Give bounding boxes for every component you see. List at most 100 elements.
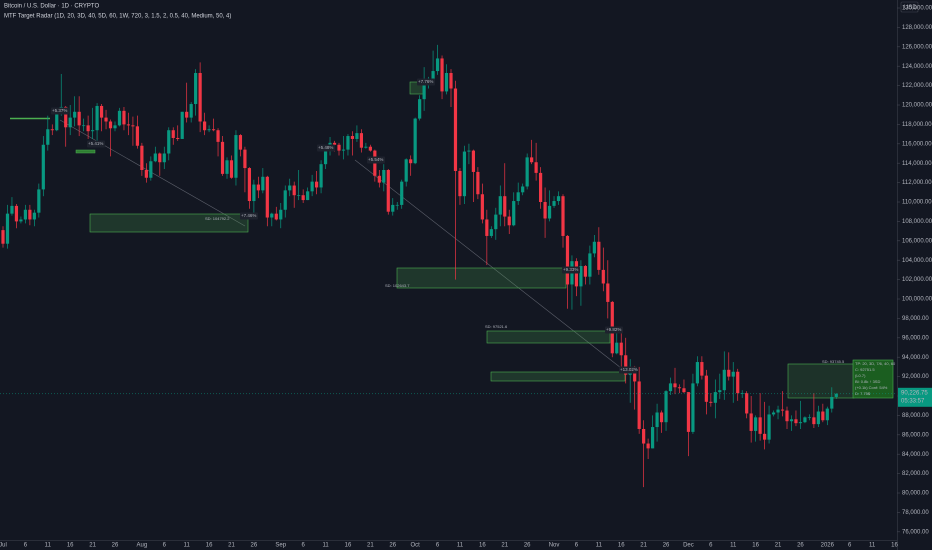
panel-line: Bl: 0.8k ↑ 3SD (855, 379, 880, 384)
candle-body (288, 185, 292, 191)
candle-body (108, 121, 113, 129)
candle-body (767, 414, 771, 440)
annotation: +5.41% (88, 141, 103, 146)
candle-body (821, 411, 825, 421)
y-tick-label: 86,000.00 (902, 432, 929, 438)
annotation: +7.76% (418, 79, 433, 84)
overlays (10, 81, 894, 399)
candle-body (382, 169, 386, 183)
candle-body (395, 204, 399, 206)
candle-body (534, 162, 538, 173)
candle-body (162, 153, 166, 163)
candle-body (516, 192, 520, 202)
candle-body (41, 144, 45, 190)
candle-body (243, 149, 247, 169)
candle-body (579, 266, 583, 287)
candle-body (431, 71, 435, 82)
indicator-title: MTF Target Radar (1D, 20, 3D, 40, 5D, 60… (4, 14, 231, 20)
candle-body (816, 411, 820, 425)
panel-line: (+0.1k) Conf: 54% (855, 385, 888, 390)
x-tick-label: 26 (389, 543, 396, 549)
candle-body (480, 194, 484, 220)
x-tick-label: 11 (730, 543, 737, 549)
annotation-box (87, 140, 105, 148)
candle-body (55, 113, 59, 131)
candle-body (453, 88, 458, 171)
candle-body (413, 118, 417, 164)
x-tick-label: 16 (206, 543, 213, 549)
candle-body (77, 111, 81, 126)
x-tick-label: 6 (436, 543, 440, 549)
annotation-box (417, 78, 435, 86)
x-tick-label: 26 (524, 543, 531, 549)
x-tick-label: 16 (618, 543, 625, 549)
y-tick-label: 128,000.00 (902, 25, 932, 31)
annotation: +5.54% (368, 157, 383, 162)
y-tick-label: 116,000.00 (902, 141, 932, 147)
candle-body (167, 130, 171, 154)
annotation: +5.48% (318, 145, 333, 150)
candle-body (825, 408, 829, 421)
candle-body (386, 169, 390, 212)
y-tick-label: 112,000.00 (902, 180, 932, 186)
candle-body (435, 58, 440, 72)
x-tick-label: 6 (575, 543, 579, 549)
x-tick-label: 16 (752, 543, 759, 549)
annotation-box (619, 366, 637, 374)
candle-body (642, 428, 646, 444)
candle-body (1, 230, 5, 244)
candle-body (440, 58, 444, 92)
candle-body (601, 269, 605, 284)
candle-body (64, 106, 68, 128)
x-tick-label: 6 (301, 543, 305, 549)
candle-body (691, 383, 695, 432)
candle-body (350, 136, 355, 139)
y-tick-label: 108,000.00 (902, 219, 932, 225)
candle-body (144, 169, 148, 178)
candle-body (718, 390, 722, 393)
candle-body (677, 387, 682, 389)
candle-body (140, 145, 144, 170)
annotation-box (240, 212, 258, 220)
annotation: +9.33% (563, 267, 578, 272)
candle-body (153, 153, 157, 162)
candle-body (19, 219, 23, 222)
candle-body (46, 129, 50, 145)
candle-body (319, 164, 323, 188)
candle-body (238, 135, 243, 150)
annotation-box (317, 144, 335, 152)
info-panel (852, 359, 894, 399)
x-tick-label: 26 (251, 543, 258, 549)
candle-body (758, 417, 762, 434)
y-tick-label: 100,000.00 (902, 297, 932, 303)
candle-body (462, 151, 467, 197)
candle-body (785, 410, 789, 422)
candle-body (476, 171, 480, 195)
candle-body (754, 417, 758, 431)
candle-body (606, 283, 610, 302)
candle-body (637, 381, 641, 429)
candle-body (798, 422, 803, 424)
candle-body (745, 393, 749, 414)
candle-body (588, 253, 592, 277)
annotation: +9.82% (606, 327, 621, 332)
x-tick-label: 16 (479, 543, 486, 549)
candle-body (198, 72, 202, 122)
candle-body (467, 150, 471, 152)
x-tick-label: 16 (67, 543, 74, 549)
x-tick-label: 11 (322, 543, 329, 549)
y-tick-label: 114,000.00 (902, 161, 932, 167)
candle-body (10, 205, 14, 214)
candle-body (700, 362, 704, 376)
x-tick-label: 11 (457, 543, 464, 549)
x-tick-label: 11 (45, 543, 52, 549)
candle-body (104, 117, 108, 122)
annotation: +7.46% (241, 213, 256, 218)
candle-body (301, 195, 305, 201)
y-tick-label: 130,000.00 (902, 6, 932, 12)
x-tick-label: Sep (275, 543, 286, 549)
candle-body (664, 391, 668, 423)
candle-body (780, 409, 785, 411)
